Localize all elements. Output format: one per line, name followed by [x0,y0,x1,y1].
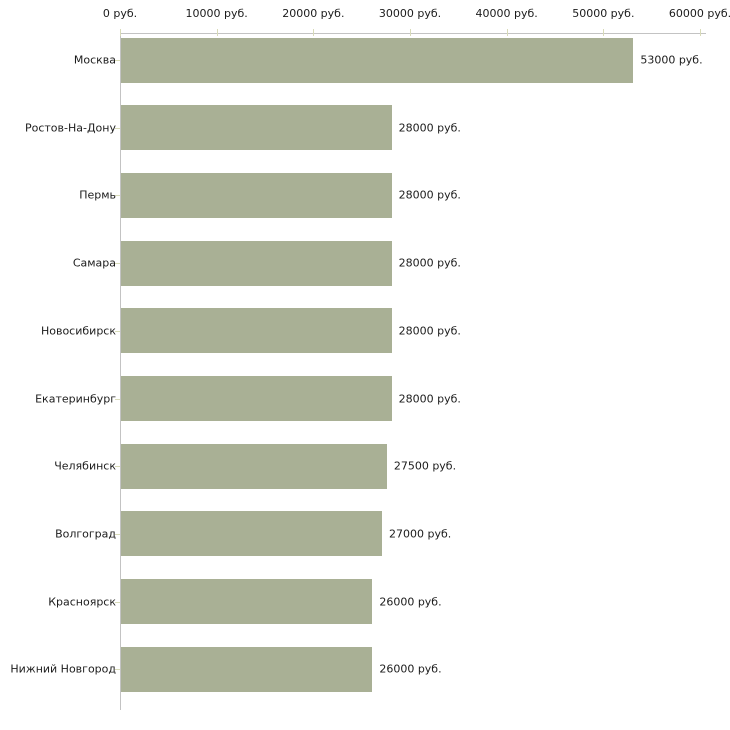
bar [121,579,373,625]
bar [121,37,634,83]
category-tick [115,533,120,535]
category-tick [115,263,120,265]
category-label: Москва [73,53,116,67]
value-label: 28000 руб. [398,121,461,135]
category-tick [115,466,120,468]
value-label: 28000 руб. [398,324,461,338]
category-label: Пермь [79,188,116,202]
x-axis-tick [216,29,218,36]
x-axis-tick-label: 40000 руб. [475,7,538,20]
y-axis-line [120,33,121,710]
value-label: 28000 руб. [398,392,461,405]
category-label: Ростов-На-Дону [24,121,116,135]
x-axis-tick-label: 60000 руб. [668,7,730,20]
value-label: 53000 руб. [640,53,703,67]
x-axis-tick [603,29,605,36]
x-axis-tick-label: 10000 руб. [185,7,248,20]
category-tick [115,60,120,61]
bar [121,646,373,692]
bar [121,240,392,286]
x-axis-tick [313,29,315,36]
x-axis-tick [410,29,411,36]
x-axis-tick [700,29,701,36]
bar [121,105,392,151]
value-label: 27000 руб. [389,527,452,541]
x-axis-tick [120,29,121,36]
bar [121,308,392,354]
category-label: Челябинск [54,459,116,473]
category-tick [115,330,120,332]
x-axis-line [120,33,706,34]
category-label: Нижний Новгород [10,662,116,676]
value-label: 26000 руб. [379,662,442,676]
bar [121,443,387,489]
category-tick [115,195,120,197]
category-label: Новосибирск [40,324,116,338]
x-axis-tick-label: 0 руб. [102,7,138,20]
bar [121,172,392,218]
category-tick [115,127,120,129]
x-axis-tick-label: 50000 руб. [572,7,635,20]
category-label: Красноярск [48,595,116,609]
category-label: Самара [72,256,116,270]
category-tick [115,398,120,400]
x-axis-tick-label: 20000 руб. [282,7,345,20]
value-label: 28000 руб. [398,188,461,202]
bar [121,511,382,557]
value-label: 28000 руб. [398,256,461,270]
category-tick [115,601,120,603]
category-label: Волгоград [55,527,116,541]
value-label: 27500 руб. [393,459,457,473]
value-label: 26000 руб. [379,595,442,609]
x-axis-tick [506,29,508,36]
category-label: Екатеринбург [35,392,116,405]
bar [121,376,392,421]
x-axis-tick-label: 30000 руб. [378,7,442,20]
category-tick [115,669,120,671]
